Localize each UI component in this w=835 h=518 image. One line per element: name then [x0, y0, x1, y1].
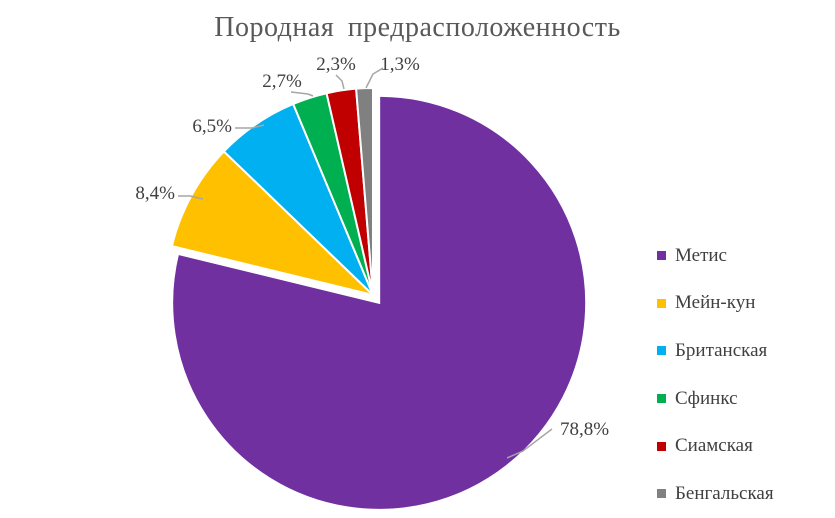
leader-line-5 — [335, 74, 345, 90]
legend-label: Мейн-кун — [675, 292, 756, 314]
legend-swatch — [657, 394, 666, 404]
pie-slice-1 — [171, 94, 588, 510]
data-label-2: 8,4% — [135, 183, 175, 204]
leader-line-6 — [365, 67, 384, 89]
legend-label: Метис — [675, 244, 727, 266]
legend-item-1: Метис — [657, 232, 774, 280]
leader-line-4 — [290, 91, 314, 97]
pie-slice-6 — [355, 86, 374, 296]
leader-line-2 — [178, 195, 204, 200]
legend-label: Британская — [675, 339, 768, 361]
legend-item-6: Бенгальская — [657, 470, 774, 518]
chart-title: Породная предрасположенность — [214, 12, 621, 43]
legend-label: Сфинкс — [675, 387, 738, 409]
legend-swatch — [657, 441, 666, 451]
legend-item-4: Сфинкс — [657, 375, 774, 423]
data-label-5: 2,3% — [316, 54, 356, 75]
legend-label: Бенгальская — [675, 482, 774, 504]
data-label-1: 78,8% — [560, 419, 609, 440]
legend-item-3: Британская — [657, 327, 774, 375]
data-label-3: 6,5% — [192, 116, 232, 137]
legend-swatch — [657, 298, 666, 308]
pie-slice-2 — [170, 149, 377, 297]
legend-swatch — [657, 346, 666, 356]
leader-line-1 — [506, 428, 553, 459]
legend-swatch — [657, 251, 666, 261]
legend-label: Сиамская — [675, 435, 753, 457]
data-label-6: 1,3% — [380, 54, 420, 75]
data-label-4: 2,7% — [262, 71, 302, 92]
legend: Метис Мейн-кун Британская Сфинкс Сиамская Бен… — [657, 232, 774, 518]
leader-line-3 — [235, 124, 265, 129]
legend-swatch — [657, 489, 666, 499]
legend-item-5: Сиамская — [657, 422, 774, 470]
legend-item-2: Мейн-кун — [657, 280, 774, 328]
